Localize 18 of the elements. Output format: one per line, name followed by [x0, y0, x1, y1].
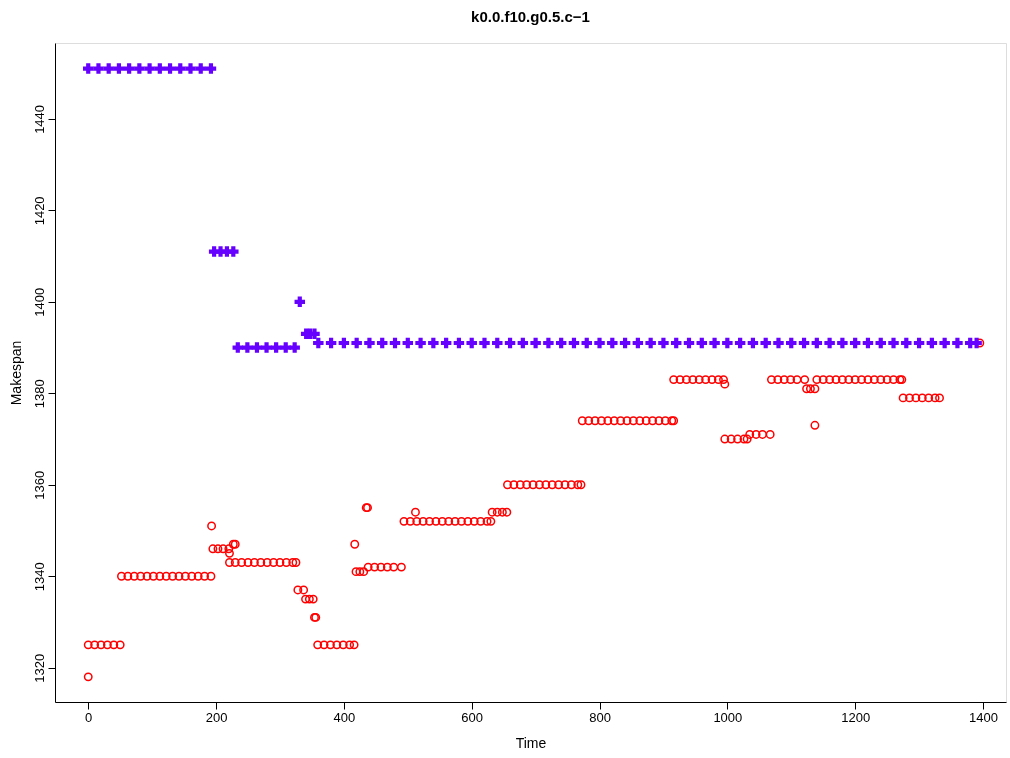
x-axis-title: Time: [515, 734, 547, 751]
y-tick-label: 1360: [31, 470, 47, 500]
y-tick-label: 1340: [31, 562, 47, 592]
y-tick-label: 1380: [31, 379, 47, 409]
x-tick-label: 1200: [841, 709, 871, 725]
x-tick-label: 200: [205, 709, 228, 725]
y-axis-title: Makespan: [7, 340, 24, 406]
y-tick-label: 1400: [31, 287, 47, 317]
y-tick-label: 1440: [31, 104, 47, 134]
chart-title: k0.0.f10.g0.5.c−1: [471, 8, 590, 25]
x-tick-label: 400: [333, 709, 356, 725]
y-tick-label: 1320: [31, 653, 47, 683]
x-tick-label: 1400: [969, 709, 998, 725]
x-tick-label: 600: [461, 709, 484, 725]
x-tick-label: 0: [85, 709, 93, 725]
y-tick-label: 1420: [31, 196, 47, 226]
x-tick-label: 800: [589, 709, 611, 725]
x-tick-label: 1000: [713, 709, 743, 725]
